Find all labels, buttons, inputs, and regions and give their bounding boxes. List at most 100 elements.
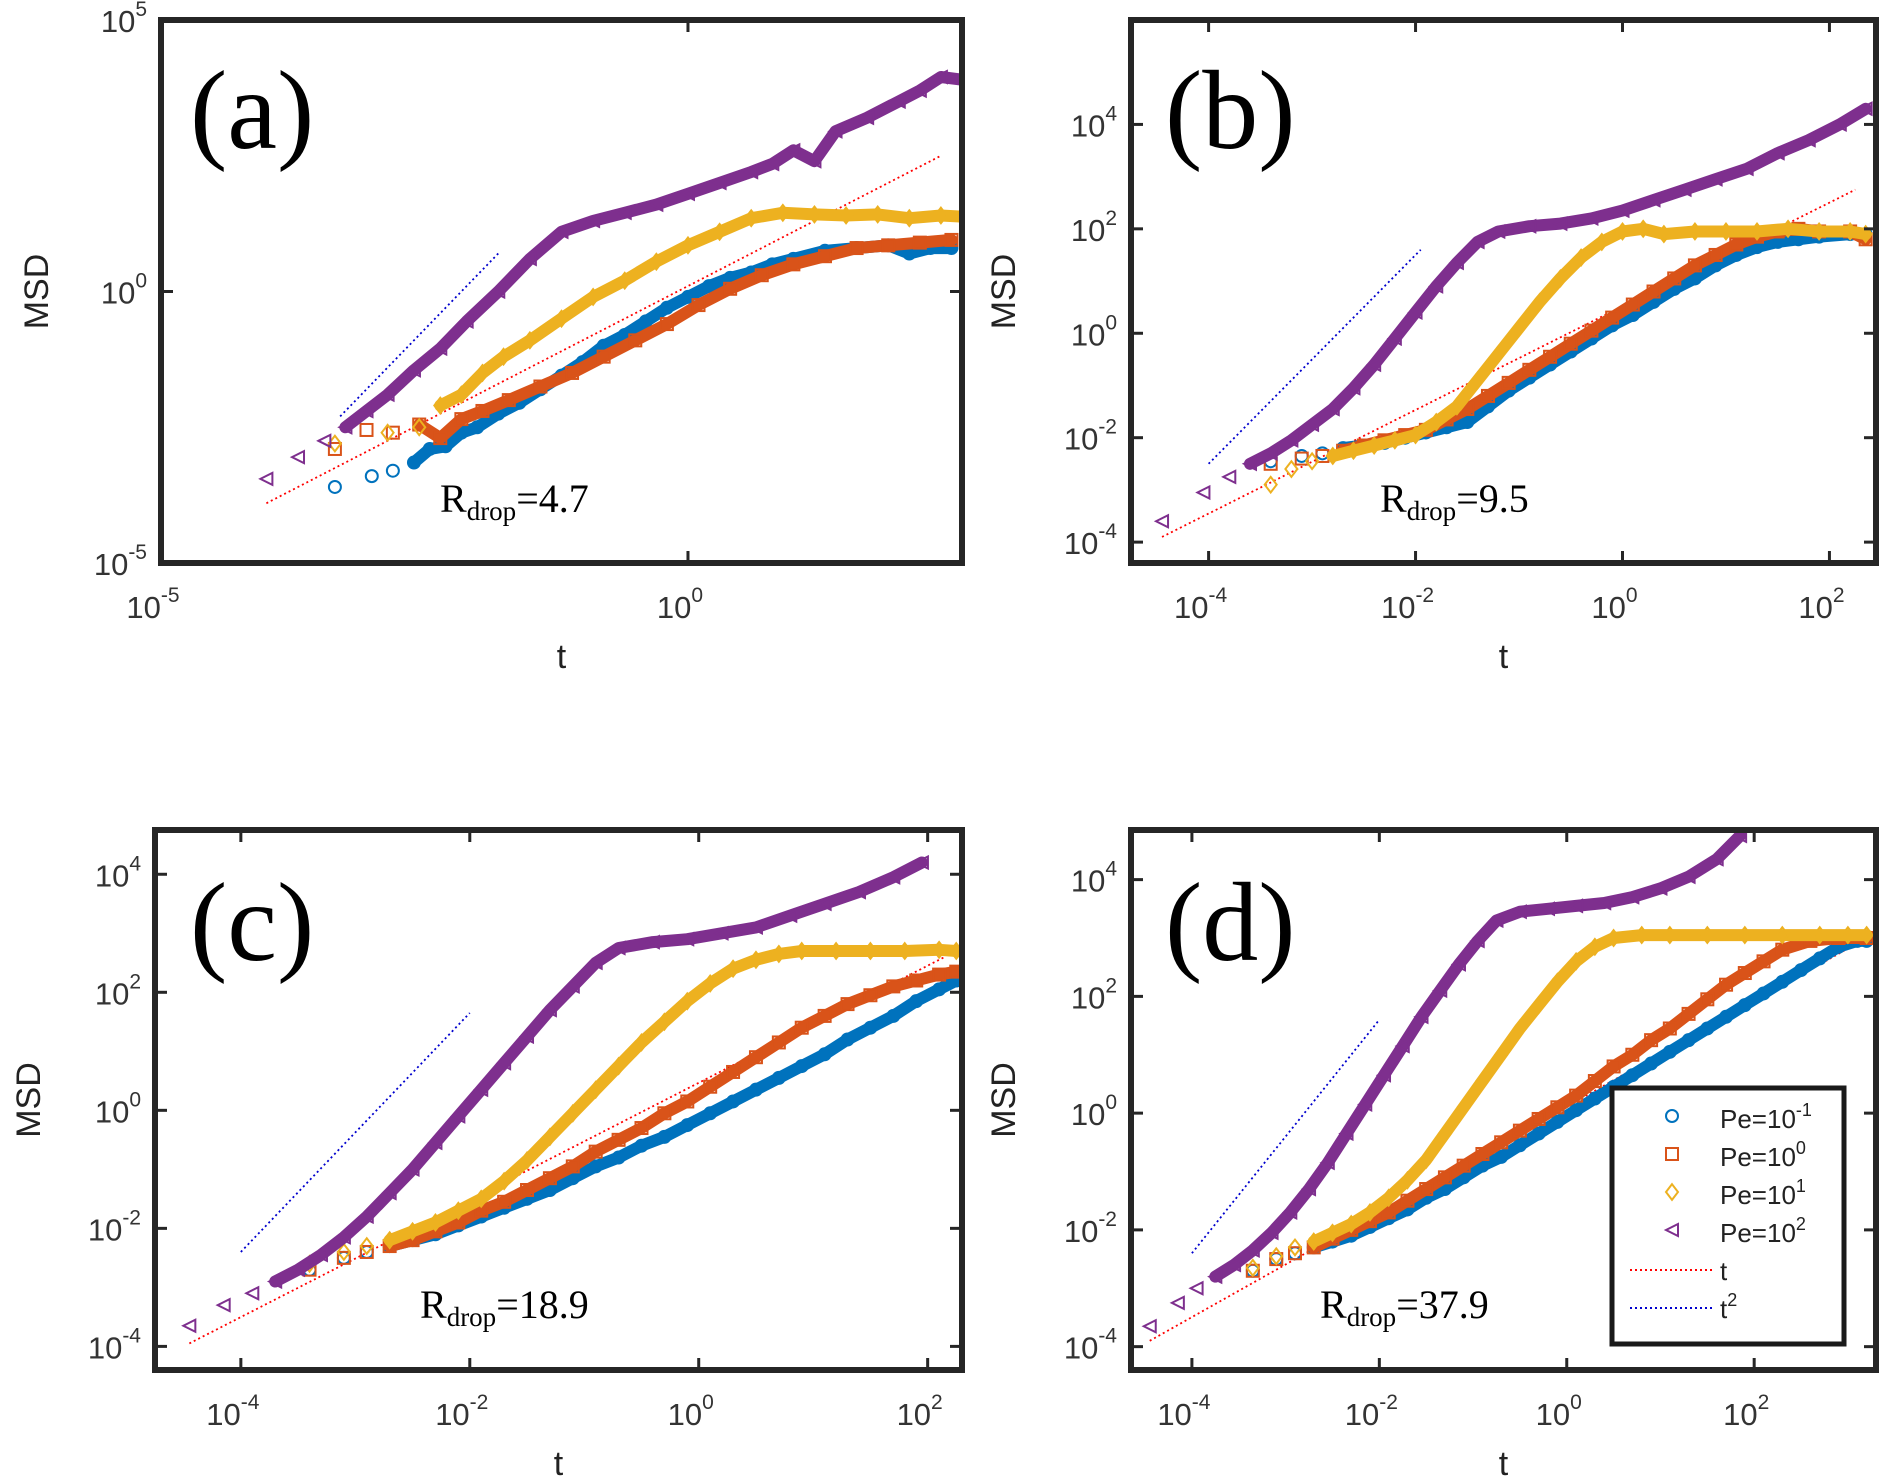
circle-marker — [1625, 1068, 1640, 1083]
circle-marker — [406, 455, 421, 470]
circle-marker — [1460, 415, 1475, 430]
square-marker — [1475, 1147, 1490, 1161]
circle-marker — [422, 441, 437, 456]
y-tick-label: 104 — [95, 852, 141, 893]
rdrop-annotation: Rdrop=4.7 — [440, 476, 589, 526]
square-marker — [1569, 1088, 1584, 1103]
circle-marker — [385, 463, 400, 478]
square-marker — [1501, 375, 1516, 390]
triangle-left-marker — [932, 69, 948, 85]
triangle-left-marker — [1300, 1181, 1317, 1197]
square-marker — [336, 1250, 351, 1265]
reference-line-t — [188, 956, 946, 1345]
diamond-marker — [1687, 222, 1703, 241]
triangle-left-marker — [1244, 1242, 1260, 1258]
reference-line-t-squared — [240, 1012, 471, 1253]
triangle-left-marker — [495, 1055, 512, 1071]
diamond-marker — [336, 1242, 352, 1262]
diamond-marker — [771, 944, 787, 964]
diamond-marker — [1491, 344, 1506, 364]
diamond-marker — [433, 396, 448, 415]
diamond-marker — [775, 203, 791, 223]
square-marker — [628, 333, 643, 348]
triangle-left-marker — [1645, 192, 1661, 208]
triangle-left-marker — [1707, 171, 1723, 187]
square-marker — [533, 379, 548, 394]
square-marker — [1644, 1033, 1659, 1048]
diamond-marker — [1325, 446, 1341, 466]
x-tick-label: 10-4 — [1174, 584, 1227, 625]
x-tick-label: 102 — [1723, 1391, 1769, 1432]
triangle-left-marker — [913, 854, 929, 871]
circle-marker — [327, 479, 342, 494]
panel-letter: (a) — [190, 49, 314, 173]
triangle-left-marker — [450, 1108, 466, 1124]
diamond-marker — [1346, 441, 1361, 461]
diamond-marker — [359, 1236, 375, 1256]
series-diamond — [327, 203, 962, 453]
square-marker — [1494, 1135, 1509, 1150]
square-marker — [794, 1020, 809, 1035]
square-marker — [754, 268, 769, 283]
series-band — [1209, 830, 1747, 1283]
triangle-left-marker — [1241, 456, 1257, 472]
series-triangle-left — [1153, 101, 1873, 529]
diamond-marker — [838, 206, 854, 225]
diamond-marker — [1634, 925, 1649, 945]
diamond-marker — [519, 1151, 535, 1170]
triangle-left-marker — [1490, 223, 1506, 240]
triangle-left-marker — [858, 110, 875, 126]
square-marker — [1708, 247, 1723, 262]
circle-marker — [680, 1118, 695, 1133]
triangle-left-marker — [785, 142, 801, 158]
square-marker — [1550, 1100, 1565, 1115]
diamond-marker — [617, 271, 632, 291]
diamond-marker — [1428, 412, 1444, 432]
diamond-marker — [1493, 1045, 1509, 1065]
triangle-left-marker — [1283, 432, 1299, 448]
square-marker — [520, 1183, 535, 1197]
triangle-left-marker — [1614, 202, 1630, 219]
triangle-left-marker — [616, 205, 632, 221]
square-marker — [1287, 1246, 1302, 1261]
triangle-left-marker — [1365, 356, 1382, 373]
square-marker — [1665, 1147, 1679, 1161]
legend: Pe=10-1 Pe=100 Pe=101 Pe=102 t t2 — [1609, 1085, 1847, 1347]
x-tick-label: 100 — [1591, 584, 1637, 625]
y-tick-label: 102 — [95, 970, 141, 1011]
square-marker — [1737, 966, 1752, 981]
diamond-marker — [585, 287, 601, 307]
triangle-left-marker — [1225, 1257, 1242, 1273]
triangle-left-marker — [1357, 1096, 1373, 1112]
diamond-marker — [1811, 222, 1827, 241]
diamond-marker — [1284, 459, 1299, 479]
square-marker — [1662, 1021, 1677, 1036]
triangle-left-marker — [404, 1161, 420, 1177]
circle-marker — [1812, 951, 1827, 966]
triangle-left-marker — [1800, 132, 1816, 148]
diamond-marker — [1287, 1237, 1303, 1257]
square-marker — [433, 431, 448, 446]
square-marker — [786, 257, 801, 272]
triangle-left-marker — [521, 251, 537, 267]
triangle-left-marker — [1319, 1155, 1335, 1171]
diamond-marker — [933, 206, 949, 225]
diamond-marker — [1470, 370, 1485, 390]
series-band — [434, 206, 962, 412]
diamond-marker — [1858, 224, 1873, 244]
circle-marker — [863, 1020, 878, 1035]
square-marker — [817, 249, 832, 264]
y-tick-label: 102 — [1071, 974, 1117, 1015]
series-band — [413, 233, 958, 445]
diamond-marker — [1594, 232, 1610, 252]
triangle-left-marker — [379, 387, 395, 403]
square-marker — [1605, 310, 1620, 325]
y-tick-label: 100 — [101, 270, 147, 311]
legend-box — [1609, 1085, 1847, 1347]
diamond-marker — [588, 1080, 603, 1100]
triangle-left-marker — [587, 955, 603, 971]
triangle-left-marker — [644, 934, 660, 950]
diamond-marker — [1615, 222, 1630, 241]
square-marker — [723, 281, 738, 296]
triangle-left-marker — [541, 1002, 557, 1018]
